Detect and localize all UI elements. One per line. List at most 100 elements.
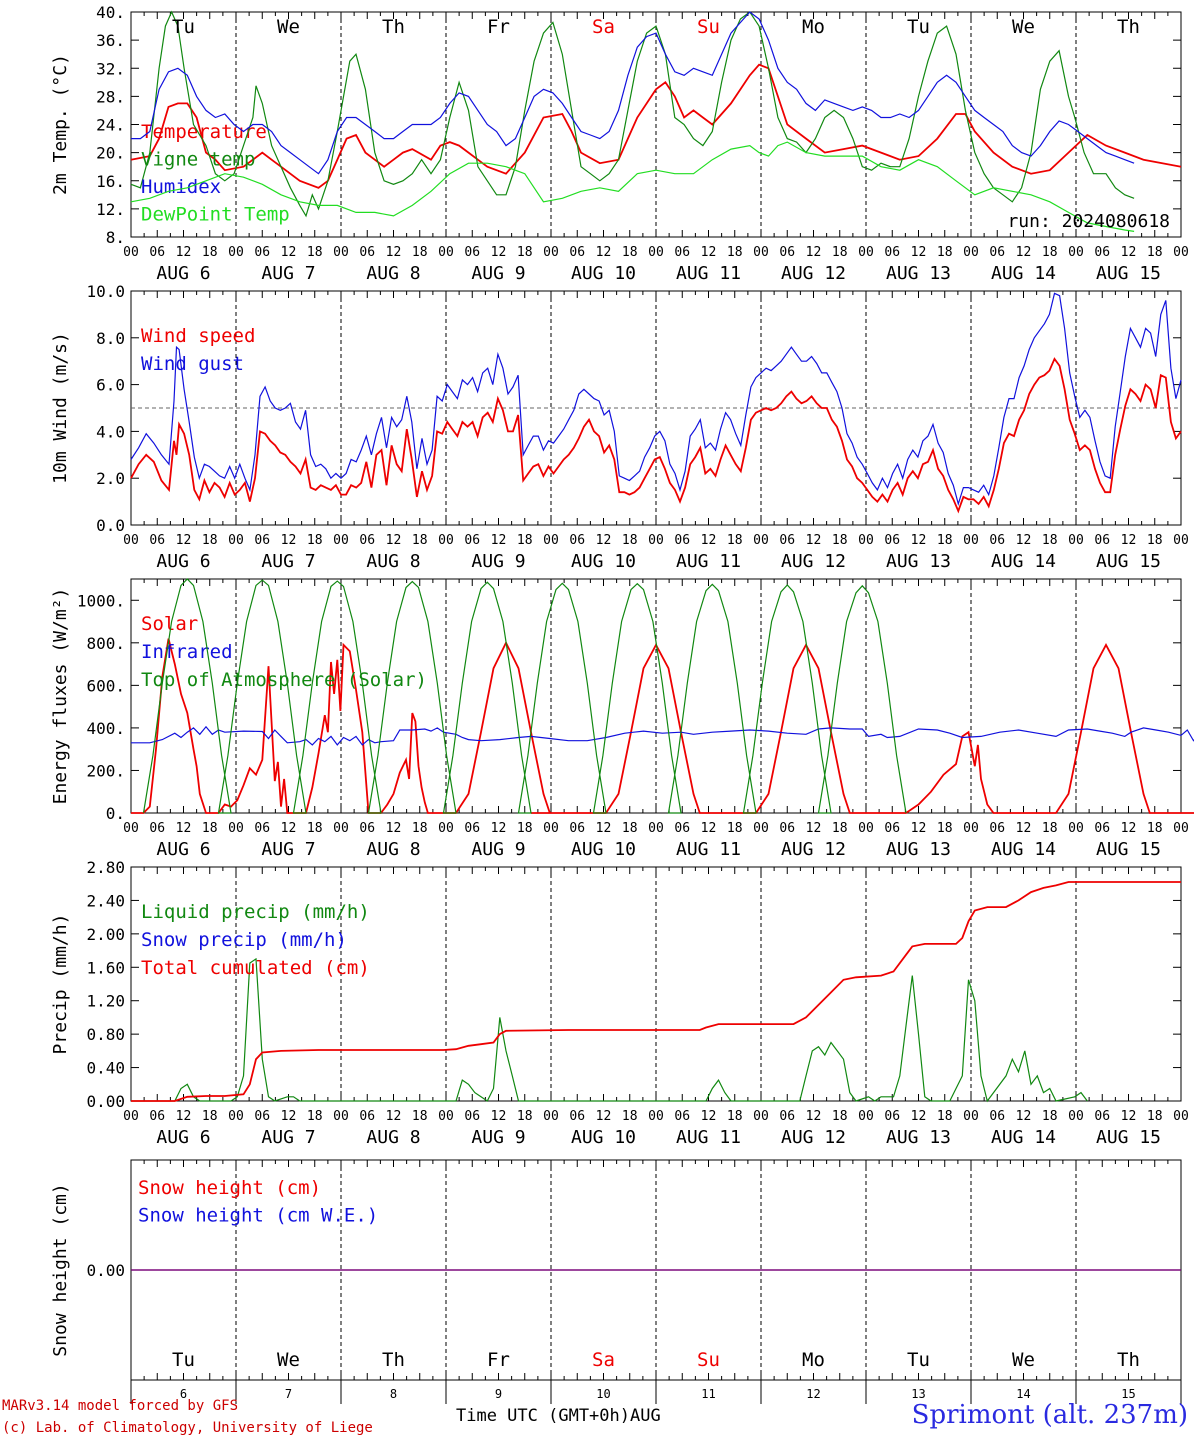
panel-1-hour-tick: 12: [806, 245, 822, 260]
panel-1-date-label: AUG 6: [156, 263, 210, 284]
panel-2-series-wind-gust: [130, 292, 1182, 507]
panel-1-hour-tick: 00: [333, 245, 349, 260]
panel-3-hour-tick: 00: [648, 821, 664, 836]
panel-4-date-label: AUG 9: [471, 1127, 525, 1148]
panel-5-ytick-label: 0.00: [86, 1261, 125, 1280]
panel-3-hour-tick: 18: [832, 821, 848, 836]
panel-4-ytick-label: 2.80: [86, 858, 125, 877]
weekday-label-top: Su: [697, 16, 720, 38]
panel-1-hour-tick: 00: [543, 245, 559, 260]
panel-4-ytick-label: 0.80: [86, 1025, 125, 1044]
panel-2-hour-tick: 18: [517, 533, 533, 548]
panel-4-date-label: AUG 10: [571, 1127, 636, 1148]
panel-1-ytick-label: 12.: [96, 200, 125, 219]
panel-1-legend-temperature: Temperature: [141, 121, 267, 143]
lab-credit: (c) Lab. of Climatology, University of L…: [2, 1420, 373, 1436]
panel-3-hour-tick: 06: [464, 821, 480, 836]
panel-4-hour-tick: 18: [727, 1109, 743, 1124]
panel-3-hour-tick: 18: [1042, 821, 1058, 836]
panel-4-hour-tick: 12: [911, 1109, 927, 1124]
panel-4-hour-tick: 00: [123, 1109, 139, 1124]
day-number: 14: [1016, 1387, 1030, 1401]
panel-3-hour-tick: 06: [569, 821, 585, 836]
panel-3-hour-tick: 18: [202, 821, 218, 836]
panel-1-ytick-label: 16.: [96, 172, 125, 191]
panel-1-hour-tick: 18: [412, 245, 428, 260]
panel-1-hour-tick: 12: [701, 245, 717, 260]
panel-4-date-label: AUG 6: [156, 1127, 210, 1148]
panel-3-hour-tick: 18: [622, 821, 638, 836]
weekday-label-bottom: Th: [1117, 1349, 1140, 1371]
panel-1-date-label: AUG 15: [1096, 263, 1161, 284]
panel-1-legend-dewpoint-temp: DewPoint Temp: [141, 204, 290, 226]
panel-3-hour-tick: 00: [333, 821, 349, 836]
panel-3-hour-tick: 12: [1121, 821, 1137, 836]
panel-2-hour-tick-end: 00: [1173, 533, 1189, 548]
panel-1-hour-tick: 12: [176, 245, 192, 260]
panel-4-date-label: AUG 14: [991, 1127, 1056, 1148]
panel-4-hour-tick: 12: [701, 1109, 717, 1124]
panel-3-hour-tick: 12: [176, 821, 192, 836]
panel-3-date-label: AUG 10: [571, 839, 636, 860]
panel-1-hour-tick: 18: [937, 245, 953, 260]
panel-2-hour-tick: 12: [176, 533, 192, 548]
panel-3-ytick-label: 600.: [86, 676, 125, 695]
panel-4-hour-tick: 06: [884, 1109, 900, 1124]
panel-2-date-label: AUG 7: [261, 551, 315, 572]
panel-2-ylabel: 10m Wind (m/s): [50, 332, 71, 484]
panel-4-hour-tick: 06: [674, 1109, 690, 1124]
panel-3-date-label: AUG 11: [676, 839, 741, 860]
panel-3-ytick-label: 1000.: [77, 591, 125, 610]
day-number: 13: [911, 1387, 925, 1401]
panel-1-hour-tick: 06: [989, 245, 1005, 260]
panel-3-hour-tick: 00: [123, 821, 139, 836]
panel-4-hour-tick: 00: [858, 1109, 874, 1124]
panel-3-date-label: AUG 13: [886, 839, 951, 860]
panel-3-hour-tick: 12: [806, 821, 822, 836]
panel-4-hour-tick-end: 00: [1173, 1109, 1189, 1124]
panel-1-hour-tick: 06: [779, 245, 795, 260]
panel-3-hour-tick: 12: [491, 821, 507, 836]
panel-2-hour-tick: 18: [307, 533, 323, 548]
panel-4-hour-tick: 18: [937, 1109, 953, 1124]
panel-2-hour-tick: 06: [149, 533, 165, 548]
panel-1-hour-tick: 06: [884, 245, 900, 260]
panel-2-hour-tick: 06: [569, 533, 585, 548]
weekday-label-top: Fr: [487, 16, 510, 38]
weekday-label-top: Tu: [907, 16, 930, 38]
panel-4-hour-tick: 06: [569, 1109, 585, 1124]
panel-3-hour-tick: 18: [517, 821, 533, 836]
weekday-label-top: Mo: [802, 16, 825, 38]
panel-4-hour-tick: 00: [963, 1109, 979, 1124]
panel-2-hour-tick: 18: [1147, 533, 1163, 548]
panel-4-hour-tick: 00: [753, 1109, 769, 1124]
panel-5-ylabel: Snow height (cm): [50, 1183, 71, 1356]
panel-4-hour-tick: 12: [806, 1109, 822, 1124]
panel-2-hour-tick: 00: [648, 533, 664, 548]
panel-1-date-label: AUG 14: [991, 263, 1056, 284]
panel-4-date-label: AUG 11: [676, 1127, 741, 1148]
weekday-label-bottom: Tu: [907, 1349, 930, 1371]
panel-2-hour-tick: 18: [202, 533, 218, 548]
day-number: 8: [390, 1387, 397, 1401]
panel-4-hour-tick: 12: [1016, 1109, 1032, 1124]
panel-1-ytick-label: 28.: [96, 87, 125, 106]
panel-4-hour-tick: 06: [1094, 1109, 1110, 1124]
panel-1-hour-tick: 12: [386, 245, 402, 260]
panel-2-hour-tick: 06: [989, 533, 1005, 548]
panel-2-ytick-label: 6.0: [96, 376, 125, 395]
panel-3-date-label: AUG 6: [156, 839, 210, 860]
panel-4-hour-tick: 06: [779, 1109, 795, 1124]
panel-4-hour-tick: 18: [307, 1109, 323, 1124]
panel-1-hour-tick: 18: [727, 245, 743, 260]
panel-2-hour-tick: 18: [937, 533, 953, 548]
weekday-label-bottom: Tu: [172, 1349, 195, 1371]
panel-4-legend-snow-precip-mm-h-: Snow precip (mm/h): [141, 929, 347, 951]
panel-3-hour-tick: 18: [307, 821, 323, 836]
weekday-label-bottom: Sa: [592, 1349, 615, 1371]
panel-1-hour-tick: 06: [359, 245, 375, 260]
weekday-label-bottom: We: [1012, 1349, 1035, 1371]
panel-1-ytick-label: 20.: [96, 144, 125, 163]
panel-1-date-label: AUG 9: [471, 263, 525, 284]
panel-4-hour-tick: 12: [386, 1109, 402, 1124]
